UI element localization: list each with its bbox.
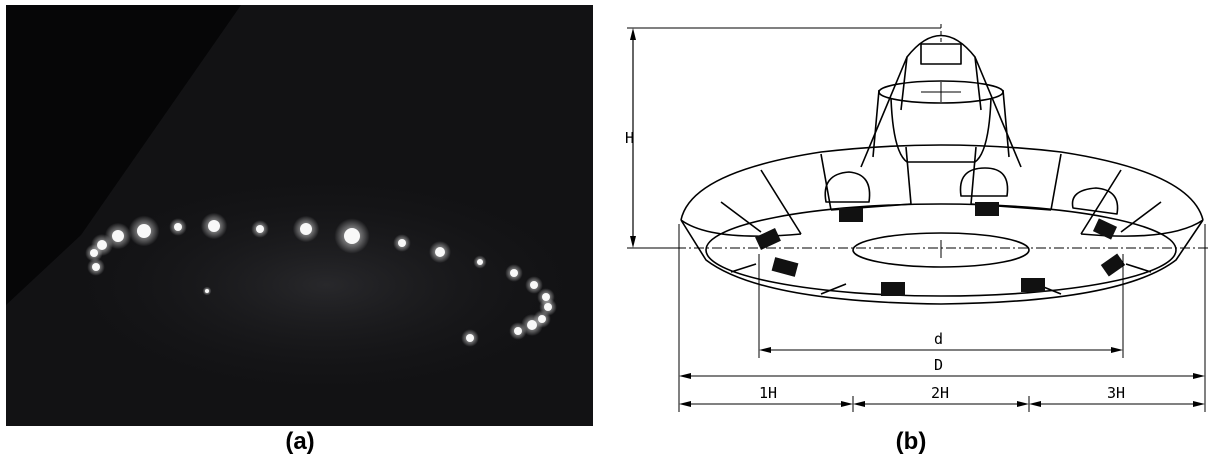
light-unit — [1092, 218, 1118, 240]
panel-line — [1050, 153, 1062, 211]
panel-line — [820, 153, 832, 211]
label-3h: 3H — [1107, 384, 1125, 402]
label-2h: 2H — [931, 384, 949, 402]
light-dot — [477, 259, 483, 265]
panel-line — [1080, 169, 1122, 235]
rim-dome — [959, 167, 1009, 197]
arrow-right — [1193, 373, 1205, 379]
panel-line — [760, 169, 802, 235]
panel-line — [905, 146, 912, 205]
dome-outline — [900, 34, 982, 111]
arrow-right — [1193, 401, 1205, 407]
light-unit — [975, 202, 999, 216]
light-unit — [1021, 278, 1045, 292]
technical-drawing-panel: H d D — [621, 2, 1211, 432]
panel-line — [730, 263, 757, 273]
dome-window — [920, 43, 962, 65]
saucer-top-edge — [680, 144, 1204, 221]
light-dot — [514, 327, 522, 335]
cockpit-body — [890, 97, 992, 163]
ring-lights — [755, 202, 1126, 296]
light-dot — [205, 289, 209, 293]
light-dot — [137, 224, 151, 238]
arrow-right — [1111, 347, 1123, 353]
rim-facet-right — [1080, 219, 1204, 237]
arrow-left — [679, 401, 691, 407]
light-dot — [92, 263, 100, 271]
label-d: d — [934, 330, 943, 348]
light-dot — [300, 223, 312, 235]
inner-deck — [705, 203, 1177, 297]
dark-sky-region — [6, 5, 241, 305]
arrow-right — [841, 401, 853, 407]
label-D: D — [934, 356, 943, 374]
light-dot — [398, 239, 406, 247]
light-dot — [435, 247, 445, 257]
light-dot — [344, 228, 360, 244]
light-dot — [174, 223, 182, 231]
light-dot — [544, 303, 552, 311]
caption-b: (b) — [895, 428, 927, 455]
light-ring — [85, 212, 557, 347]
light-unit — [881, 282, 905, 296]
light-dot — [530, 281, 538, 289]
arrow-left — [853, 401, 865, 407]
light-dot — [208, 220, 220, 232]
light-unit — [1100, 253, 1126, 277]
panel-line — [720, 201, 762, 233]
caption-a: (a) — [285, 428, 315, 455]
light-dot — [97, 240, 107, 250]
light-dot — [510, 269, 518, 277]
night-photo — [6, 5, 593, 426]
dome-strut-right — [974, 56, 1022, 168]
panel-line — [820, 283, 847, 295]
panel-line — [1125, 263, 1152, 273]
arrow-right — [1017, 401, 1029, 407]
night-photo-panel — [6, 5, 593, 426]
label-h: H — [625, 129, 634, 147]
technical-drawing: H d D — [625, 24, 1211, 412]
light-dot — [112, 230, 124, 242]
dome-strut-inner-right — [1002, 89, 1010, 158]
arrow-left — [759, 347, 771, 353]
arrow-left — [679, 373, 691, 379]
dome-strut-left — [860, 56, 908, 168]
light-unit — [839, 208, 863, 222]
light-dot — [466, 334, 474, 342]
light-haze — [66, 175, 586, 395]
light-unit — [771, 257, 799, 277]
panel-line — [970, 146, 977, 205]
arrow-down — [630, 236, 636, 248]
rim-facet-left — [680, 219, 802, 237]
dome-strut-inner-left — [872, 89, 880, 158]
center-hatch — [852, 232, 1030, 268]
panel-line — [1120, 201, 1162, 233]
rim-dome — [1071, 187, 1119, 215]
arrow-up — [630, 28, 636, 40]
light-dot — [527, 320, 537, 330]
light-dot — [256, 225, 264, 233]
arrow-left — [1029, 401, 1041, 407]
rim-dome — [824, 171, 871, 203]
saucer-bottom-edge — [680, 219, 1204, 305]
label-1h: 1H — [759, 384, 777, 402]
light-unit — [755, 228, 781, 250]
